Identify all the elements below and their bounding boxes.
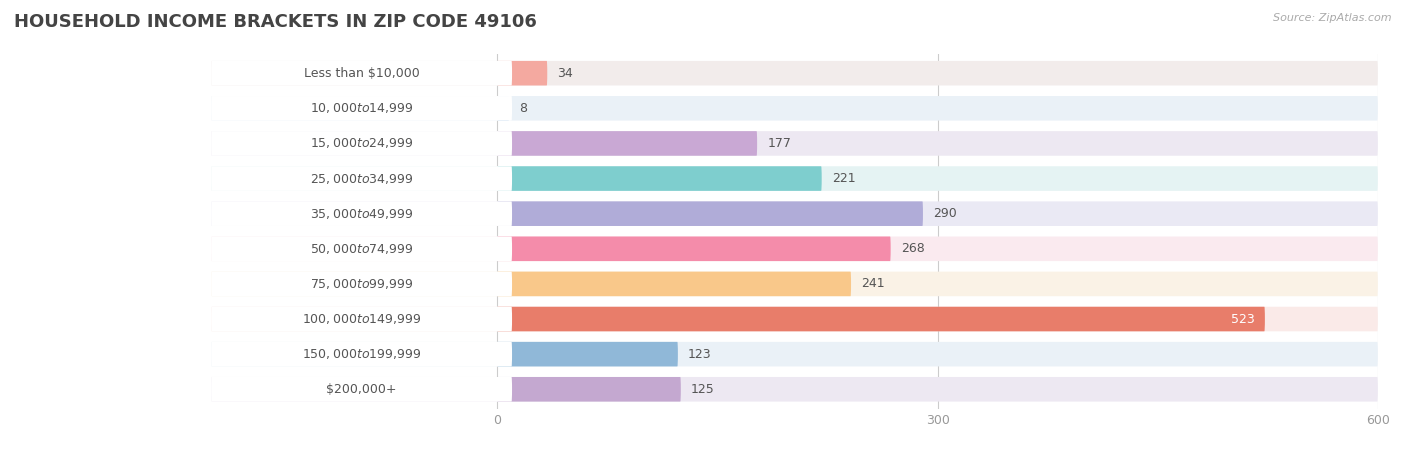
Text: 241: 241 (862, 277, 884, 291)
FancyBboxPatch shape (498, 202, 922, 226)
FancyBboxPatch shape (498, 342, 678, 366)
FancyBboxPatch shape (211, 61, 512, 85)
Text: 123: 123 (688, 348, 711, 361)
FancyBboxPatch shape (211, 307, 512, 331)
FancyBboxPatch shape (211, 237, 512, 261)
FancyBboxPatch shape (498, 131, 756, 156)
FancyBboxPatch shape (211, 377, 512, 401)
FancyBboxPatch shape (211, 237, 1378, 261)
FancyBboxPatch shape (211, 61, 1378, 85)
FancyBboxPatch shape (498, 237, 890, 261)
FancyBboxPatch shape (211, 166, 512, 191)
FancyBboxPatch shape (211, 131, 1378, 156)
FancyBboxPatch shape (211, 202, 512, 226)
FancyBboxPatch shape (498, 377, 681, 401)
FancyBboxPatch shape (211, 166, 1378, 191)
Text: $50,000 to $74,999: $50,000 to $74,999 (309, 242, 413, 256)
Text: 268: 268 (901, 242, 925, 255)
Text: Source: ZipAtlas.com: Source: ZipAtlas.com (1274, 13, 1392, 23)
Text: $15,000 to $24,999: $15,000 to $24,999 (309, 136, 413, 150)
Text: 34: 34 (558, 67, 574, 79)
Text: $10,000 to $14,999: $10,000 to $14,999 (309, 101, 413, 115)
FancyBboxPatch shape (211, 307, 1378, 331)
Text: 523: 523 (1230, 313, 1254, 326)
FancyBboxPatch shape (211, 96, 512, 121)
FancyBboxPatch shape (211, 272, 512, 296)
Text: HOUSEHOLD INCOME BRACKETS IN ZIP CODE 49106: HOUSEHOLD INCOME BRACKETS IN ZIP CODE 49… (14, 13, 537, 31)
Text: 8: 8 (519, 102, 527, 115)
Text: $200,000+: $200,000+ (326, 383, 396, 396)
FancyBboxPatch shape (498, 272, 851, 296)
FancyBboxPatch shape (498, 166, 821, 191)
Text: $25,000 to $34,999: $25,000 to $34,999 (309, 172, 413, 185)
Text: $75,000 to $99,999: $75,000 to $99,999 (309, 277, 413, 291)
FancyBboxPatch shape (211, 131, 512, 156)
Text: 177: 177 (768, 137, 792, 150)
FancyBboxPatch shape (211, 272, 1378, 296)
FancyBboxPatch shape (211, 202, 1378, 226)
Text: $100,000 to $149,999: $100,000 to $149,999 (302, 312, 422, 326)
Text: Less than $10,000: Less than $10,000 (304, 67, 419, 79)
Text: 290: 290 (934, 207, 957, 220)
Text: 221: 221 (832, 172, 856, 185)
Text: $150,000 to $199,999: $150,000 to $199,999 (302, 347, 422, 361)
FancyBboxPatch shape (211, 377, 1378, 401)
FancyBboxPatch shape (498, 96, 509, 121)
FancyBboxPatch shape (211, 342, 512, 366)
Text: $35,000 to $49,999: $35,000 to $49,999 (309, 207, 413, 220)
FancyBboxPatch shape (211, 342, 1378, 366)
FancyBboxPatch shape (211, 96, 1378, 121)
FancyBboxPatch shape (498, 61, 547, 85)
FancyBboxPatch shape (498, 307, 1265, 331)
Text: 125: 125 (692, 383, 714, 396)
